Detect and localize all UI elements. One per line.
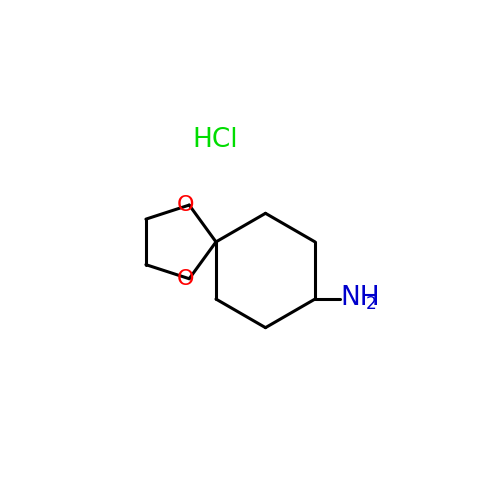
Text: O: O	[177, 269, 194, 289]
Text: NH: NH	[341, 285, 380, 311]
Text: 2: 2	[366, 295, 377, 313]
Text: HCl: HCl	[192, 127, 238, 153]
Text: O: O	[177, 195, 194, 215]
